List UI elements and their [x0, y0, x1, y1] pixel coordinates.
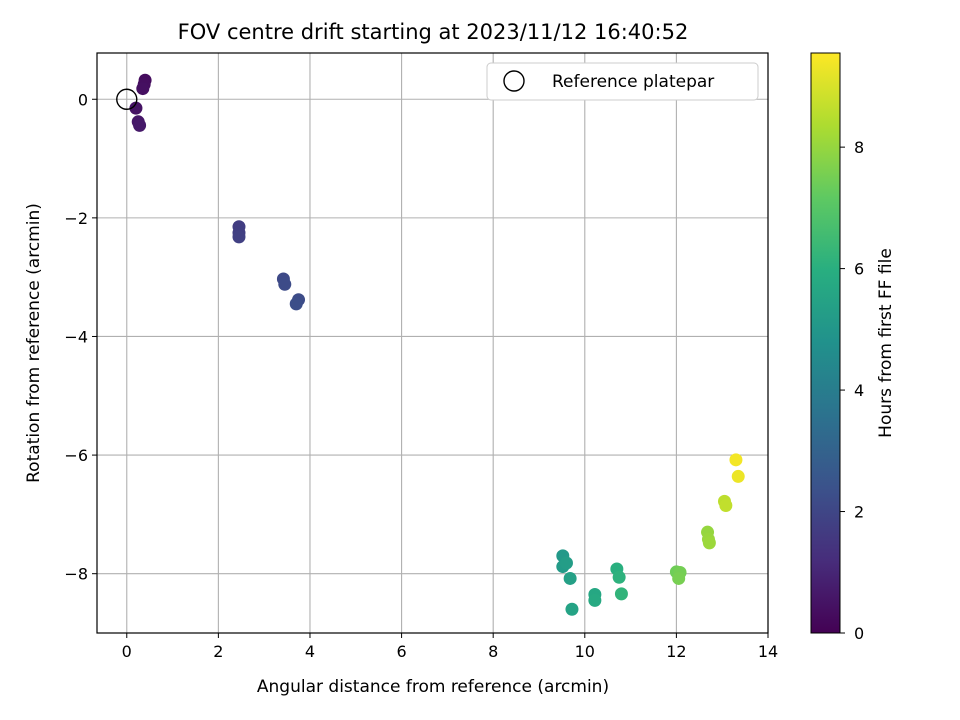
data-point: [612, 570, 626, 584]
colorbar-tick-label: 2: [854, 503, 864, 522]
chart-title: FOV centre drift starting at 2023/11/12 …: [178, 20, 689, 44]
data-points: [129, 73, 745, 616]
reference-platepar-point: [116, 88, 138, 110]
colorbar-ticks: 0 2 4 6 8: [840, 138, 864, 643]
data-point: [672, 571, 686, 585]
legend: Reference platepar: [486, 62, 759, 101]
colorbar-tick-label: 4: [854, 381, 864, 400]
grid-lines: [97, 53, 769, 633]
x-tick-label: 4: [305, 642, 315, 661]
legend-entry-label: Reference platepar: [552, 72, 714, 92]
y-tick-label: 0: [78, 90, 88, 109]
x-axis-label: Angular distance from reference (arcmin): [257, 677, 609, 697]
data-point: [731, 469, 745, 483]
data-point: [729, 453, 743, 467]
data-point: [588, 593, 602, 607]
data-point: [563, 571, 577, 585]
y-tick-label: −4: [64, 327, 88, 346]
data-point: [702, 536, 716, 550]
reference-marker: [116, 88, 138, 110]
y-tick-label: −8: [64, 565, 88, 584]
colorbar-gradient: [810, 52, 841, 634]
data-point: [559, 556, 573, 570]
data-point: [232, 230, 246, 244]
y-tick-label: −6: [64, 446, 88, 465]
plot-area-frame: [96, 52, 769, 634]
x-axis-ticks: 0 2 4 6 8 10 12 14: [122, 633, 778, 661]
y-axis-label: Rotation from reference (arcmin): [24, 203, 44, 483]
colorbar-tick-label: 8: [854, 138, 864, 157]
data-point: [614, 587, 628, 601]
x-tick-label: 8: [488, 642, 498, 661]
colorbar-label: Hours from first FF file: [876, 248, 896, 438]
x-tick-label: 12: [666, 642, 686, 661]
legend-marker-icon: [503, 70, 525, 92]
colorbar: 0 2 4 6 8 Hours from first FF file: [810, 52, 896, 643]
x-tick-label: 14: [758, 642, 778, 661]
data-point: [129, 101, 143, 115]
x-tick-label: 6: [396, 642, 406, 661]
colorbar-tick-label: 0: [854, 624, 864, 643]
x-tick-label: 2: [213, 642, 223, 661]
data-point: [278, 277, 292, 291]
data-point: [289, 297, 303, 311]
data-point: [719, 498, 733, 512]
x-tick-label: 10: [575, 642, 595, 661]
colorbar-tick-label: 6: [854, 260, 864, 279]
x-tick-label: 0: [122, 642, 132, 661]
data-point: [136, 82, 150, 96]
y-tick-label: −2: [64, 209, 88, 228]
data-point: [133, 118, 147, 132]
legend-box: [486, 62, 759, 101]
data-point: [565, 602, 579, 616]
y-axis-ticks: 0 −2 −4 −6 −8: [64, 90, 97, 584]
